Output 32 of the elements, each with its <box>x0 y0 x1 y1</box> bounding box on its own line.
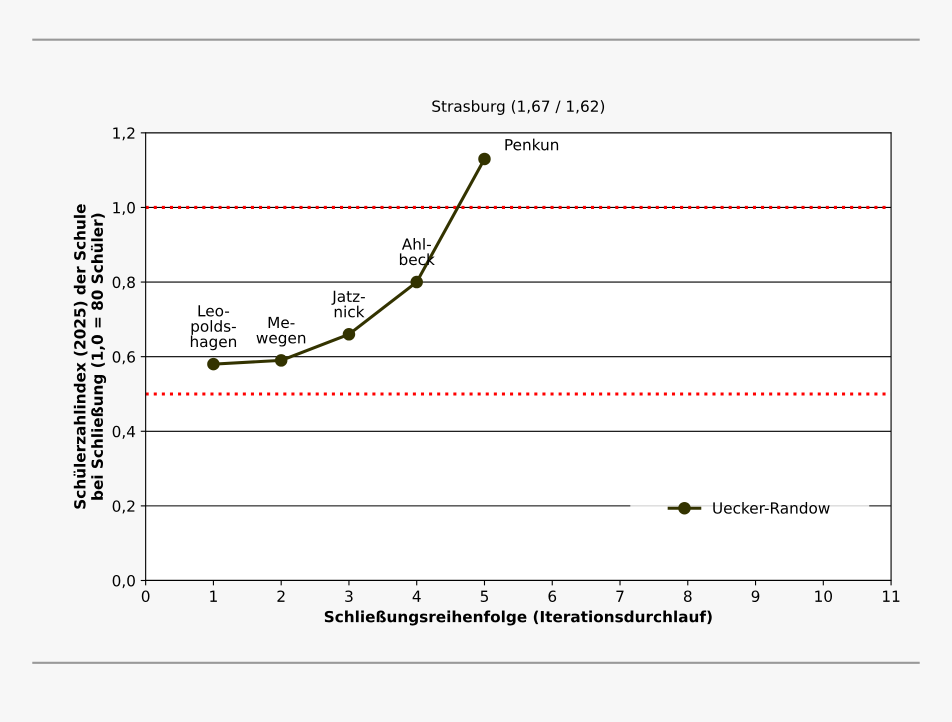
x-tick-label: 5 <box>480 590 488 602</box>
y-tick-label: 1,2 <box>113 127 134 140</box>
x-tick-label: 3 <box>345 590 353 602</box>
x-tick-label: 2 <box>277 590 285 602</box>
point <box>342 328 356 341</box>
x-tick-label: 9 <box>752 590 760 602</box>
annotation: Me- wegen <box>256 316 306 347</box>
x-axis-title: Schließungsreihenfolge (Iterationsdurchlauf) <box>324 610 712 626</box>
text: Strasburg (1,67 / 1,62) <box>432 100 604 115</box>
annotation: Penkun <box>505 138 558 150</box>
x-tick-label: 1 <box>210 590 217 602</box>
y-tick-label: 0,4 <box>112 426 136 439</box>
annotation: Leo- polds- hagen <box>190 305 236 350</box>
y-tick-label: 0,0 <box>112 574 135 588</box>
x-tick-label: 11 <box>883 590 900 602</box>
y-tick-label: 0,2 <box>112 500 134 514</box>
point <box>207 358 220 370</box>
x-tick-label: 8 <box>684 590 692 602</box>
legend-label: Uecker-Randow <box>713 502 830 514</box>
x-tick-label: 4 <box>412 590 421 602</box>
point <box>478 152 491 166</box>
x-tick-label: 0 <box>142 590 150 602</box>
y-axis-title: Schülerzahlindex (2025) der Schule bei Schließung (1,0 = 80 Schüler) <box>74 204 106 509</box>
y-tick-label: 0,8 <box>112 276 135 290</box>
x-tick-label: 7 <box>616 590 624 602</box>
point <box>410 276 423 288</box>
x-tick-label: 6 <box>548 590 556 602</box>
y-tick-label: 1,0 <box>113 202 135 216</box>
annotation: Jatz- nick <box>331 290 365 318</box>
y-tick-label: 0,6 <box>112 351 135 364</box>
point <box>274 354 288 367</box>
x-tick-label: 10 <box>815 590 832 602</box>
